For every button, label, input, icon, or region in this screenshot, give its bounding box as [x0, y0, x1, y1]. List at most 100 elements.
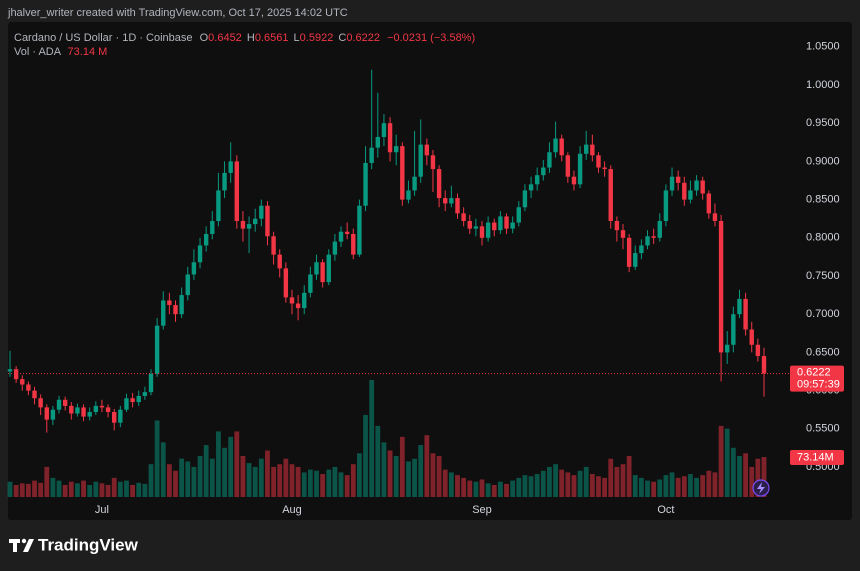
volume-bar: [412, 458, 417, 497]
candle-body: [112, 411, 117, 423]
volume-bar: [461, 477, 467, 497]
volume-bar: [105, 484, 111, 497]
candle-body: [154, 325, 160, 374]
l-letter: L: [294, 32, 300, 44]
volume-bar: [142, 483, 148, 497]
h-letter: H: [247, 32, 255, 44]
volume-bar: [608, 458, 614, 497]
candle-body: [308, 274, 313, 293]
chart-panel: [8, 22, 852, 520]
candle-body: [234, 161, 240, 222]
candle-body: [332, 241, 338, 255]
candle-body: [62, 399, 68, 406]
candle-body: [731, 314, 736, 345]
candle-body: [295, 303, 301, 309]
volume-bar: [277, 464, 283, 497]
candle-body: [541, 167, 546, 176]
candle-body: [130, 398, 135, 403]
volume-bar: [638, 477, 644, 497]
volume-bar: [387, 450, 393, 497]
candle-body: [222, 172, 227, 191]
volume-bar: [730, 447, 736, 497]
volume-bar: [258, 458, 264, 497]
volume-bar: [485, 483, 491, 497]
volume-bar: [448, 472, 454, 497]
c-value: 0.6222: [346, 32, 380, 44]
volume-bar: [706, 470, 712, 497]
candle-body: [669, 176, 675, 191]
volume-bar: [479, 479, 485, 497]
candle-body: [69, 405, 74, 414]
candle-body: [99, 405, 105, 408]
candle-body: [191, 262, 197, 275]
candle-body: [344, 231, 350, 234]
candle-body: [338, 231, 344, 242]
volume-bar: [491, 484, 497, 497]
volume-name: Vol · ADA: [14, 46, 62, 58]
volume-bar: [504, 483, 509, 497]
price-badge-value: 0.6222: [797, 367, 831, 379]
volume-last: 73.14 M: [68, 46, 108, 58]
candle-body: [357, 205, 362, 255]
candle-body: [639, 245, 644, 254]
candle-body: [498, 216, 503, 231]
volume-bar: [130, 484, 135, 497]
candle-body: [553, 138, 558, 153]
volume-bar: [148, 464, 154, 497]
candle-body: [124, 398, 129, 410]
volume-bar: [455, 475, 460, 497]
x-tick-label: Aug: [282, 504, 302, 516]
volume-bar: [688, 474, 693, 497]
y-tick-label: 1.0500: [806, 41, 840, 53]
legend-volume: Vol · ADA 73.14 M: [14, 46, 107, 58]
candle-body: [93, 405, 99, 412]
volume-bar: [399, 436, 405, 497]
volume-bar: [111, 477, 117, 497]
volume-bar: [632, 475, 638, 497]
volume-bar: [565, 472, 571, 497]
volume-bar: [681, 476, 687, 497]
candle-body: [259, 205, 264, 219]
volume-bar: [246, 463, 252, 497]
volume-bar: [136, 482, 142, 497]
volume-bar: [718, 425, 724, 497]
candle-body: [326, 254, 331, 283]
volume-bar: [467, 480, 473, 497]
x-tick-label: Jul: [95, 504, 109, 516]
y-tick-label: 0.8500: [806, 194, 840, 206]
candle-body: [406, 190, 411, 200]
volume-bar: [32, 480, 37, 497]
candle-body: [7, 369, 13, 372]
volume-bar: [228, 436, 234, 497]
candle-body: [675, 176, 681, 183]
candle-body: [510, 222, 515, 229]
candle-body: [522, 190, 528, 208]
volume-bar: [473, 481, 479, 497]
candle-body: [363, 162, 368, 206]
volume-bar: [761, 457, 767, 497]
volume-bar: [700, 475, 706, 497]
candle-body: [737, 298, 742, 315]
candle-body: [725, 344, 730, 353]
y-tick-label: 1.0000: [806, 79, 840, 91]
volume-bar: [737, 455, 742, 497]
candle-body: [216, 190, 221, 222]
volume-bar: [338, 472, 344, 497]
legend-ohlc: Cardano / US Dollar · 1D · Coinbase O0.6…: [14, 32, 475, 44]
candle-body: [228, 161, 233, 173]
volume-bar: [234, 431, 240, 497]
plot: 1.0500 1.0000 0.9500 0.9000 0.8500 0.8000 0.75…: [7, 41, 844, 516]
volume-bar: [522, 475, 528, 497]
volume-bar: [62, 484, 68, 497]
candle-body: [142, 392, 148, 396]
volume-bar: [645, 480, 650, 497]
volume-bar: [68, 481, 74, 497]
candle-body: [253, 218, 258, 225]
x-tick-label: Oct: [657, 504, 674, 516]
candle-body: [173, 305, 178, 315]
candle-body: [387, 123, 393, 153]
candle-body: [271, 236, 276, 255]
replay-icon: [752, 479, 770, 497]
volume-bar: [669, 472, 675, 497]
y-tick-label: 0.7500: [806, 270, 840, 282]
